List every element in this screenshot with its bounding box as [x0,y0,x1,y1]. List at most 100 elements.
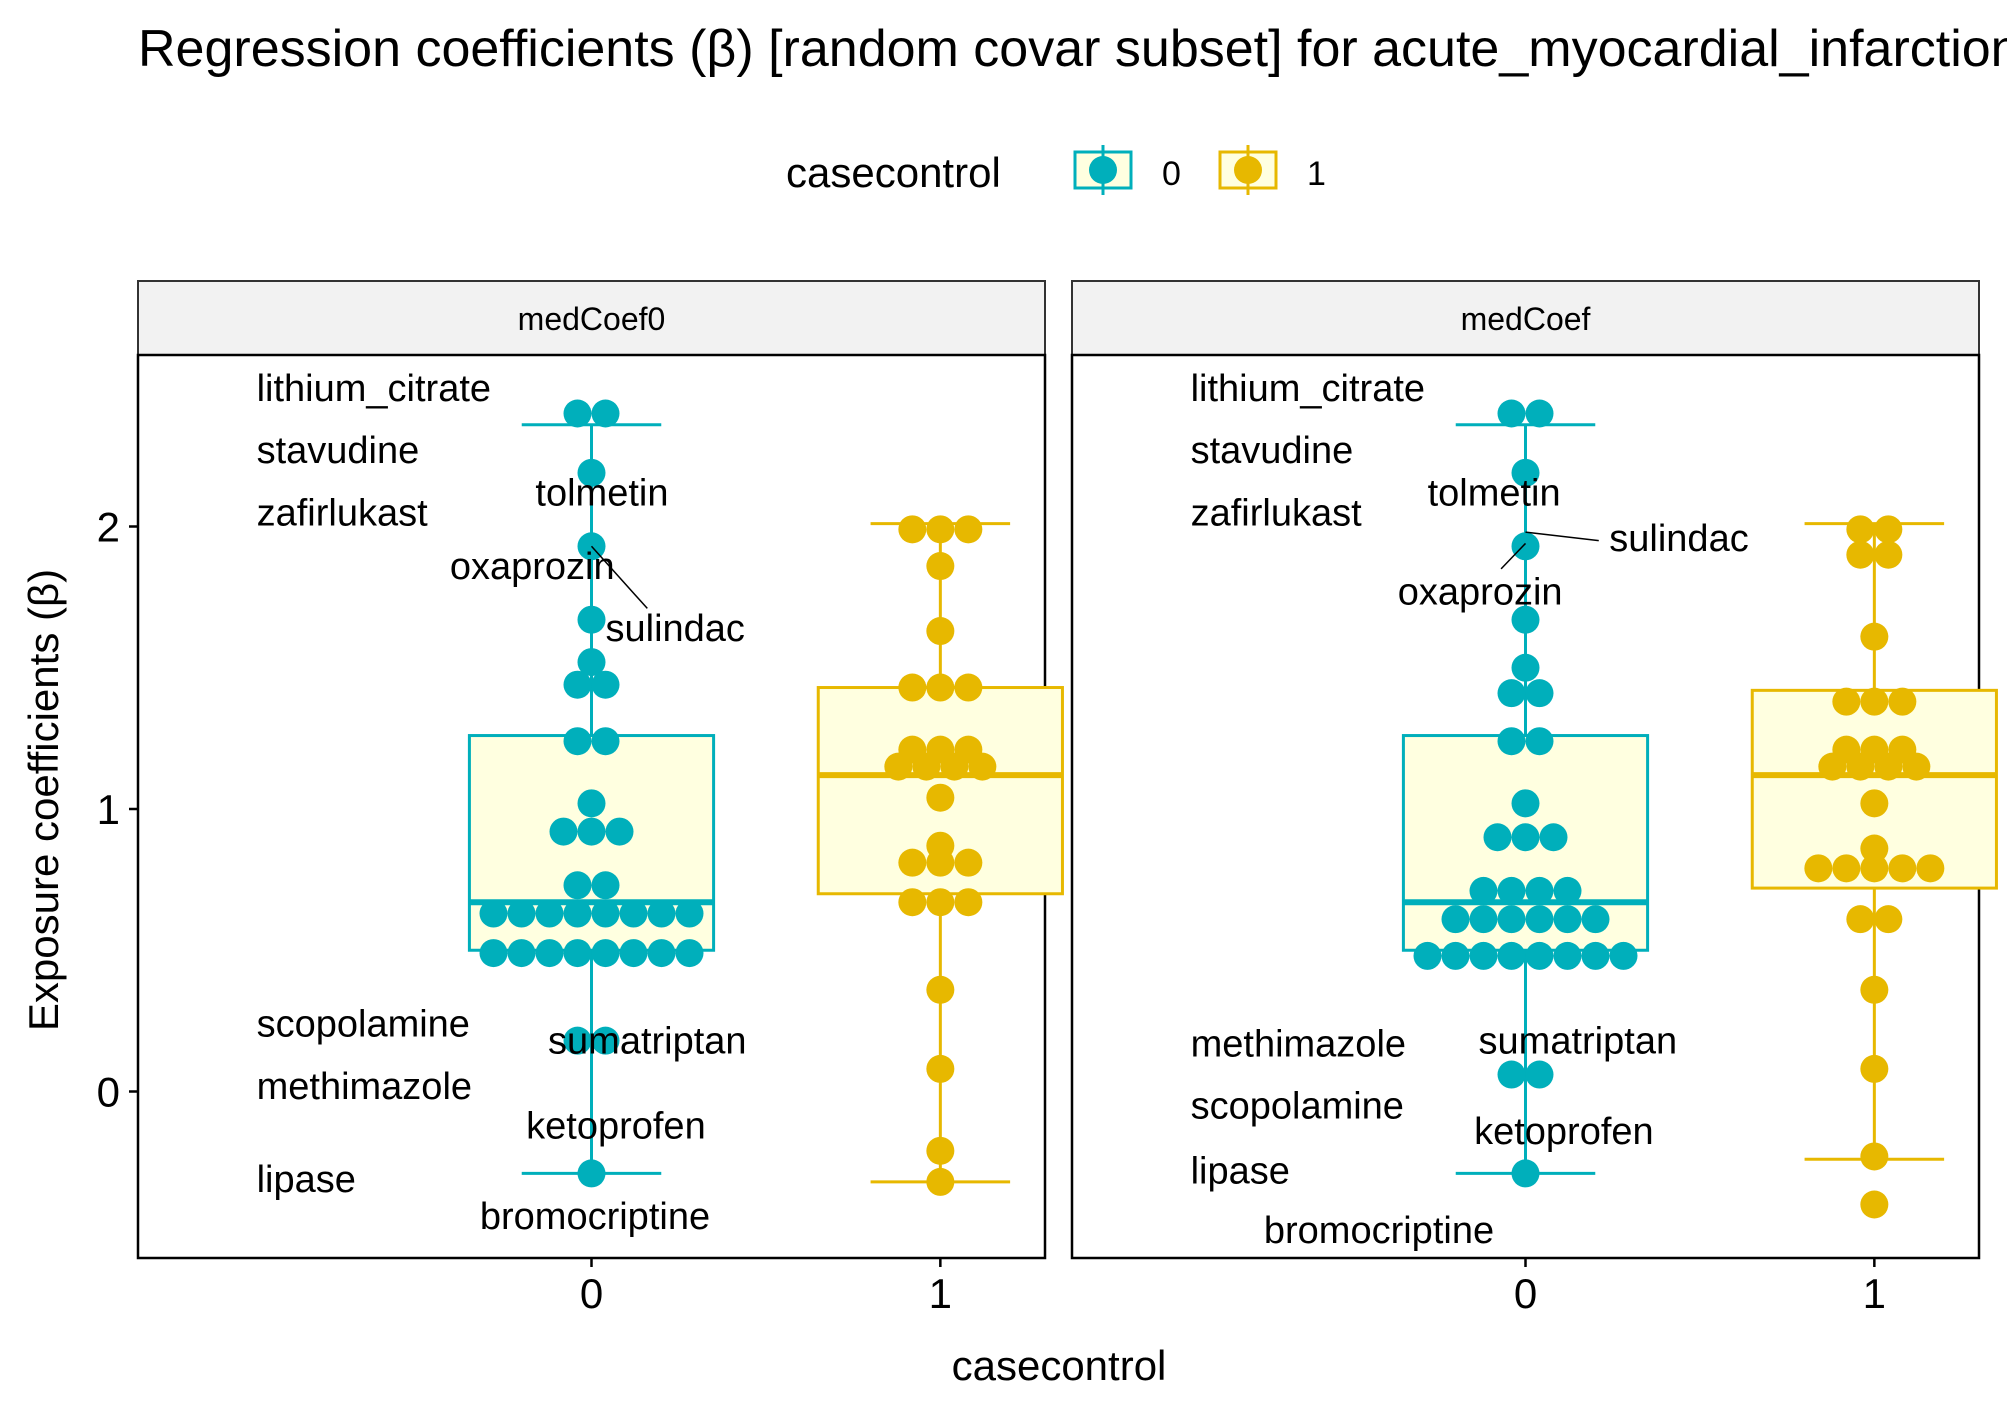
data-point [563,399,592,428]
data-point [1860,975,1889,1004]
data-point [577,605,606,634]
data-point [1525,1060,1554,1089]
data-point [1860,687,1889,716]
data-point [1497,941,1526,970]
data-point [675,899,704,928]
point-label: oxaprozin [450,546,615,588]
point-label: scopolamine [1191,1086,1404,1128]
data-point [1539,823,1568,852]
point-label: stavudine [1191,430,1354,472]
data-point [1525,876,1554,905]
point-label: lithium_citrate [257,368,491,410]
data-point [926,515,955,544]
data-point [577,1159,606,1188]
point-label: scopolamine [257,1004,470,1046]
data-point [1874,905,1903,934]
data-point [1497,399,1526,428]
data-point [577,458,606,487]
data-point [926,1136,955,1165]
legend-key-0 [1073,145,1133,195]
data-point [1497,727,1526,756]
group-0 [1401,399,1650,1188]
data-point [1469,905,1498,934]
y-tick-label: 1 [97,786,120,833]
data-point [1497,905,1526,934]
point-label: oxaprozin [1398,571,1563,613]
panel-medCoef0: medCoef0 lithium_citrate stavudine zafirluk… [97,280,1064,1317]
data-point [479,899,508,928]
point-label: ketoprofen [526,1105,706,1147]
data-point [926,783,955,812]
data-point [1525,941,1554,970]
point-label: bromocriptine [480,1196,710,1238]
data-point [535,939,564,968]
data-point [940,752,969,781]
data-point [549,817,578,846]
point-label: sulindac [1609,518,1748,560]
y-axis-title: Exposure coefficients (β) [20,569,67,1031]
group-0 [467,399,716,1188]
data-point [1497,876,1526,905]
point-label: tolmetin [535,473,668,515]
data-point [954,515,983,544]
data-point [1553,941,1582,970]
point-label: zafirlukast [257,492,428,534]
point-label: stavudine [257,430,420,472]
legend-key-0-dot [1089,156,1117,184]
point-label: tolmetin [1428,473,1561,515]
data-point [591,1026,620,1055]
data-point [898,848,927,877]
data-point [479,939,508,968]
data-point [1902,752,1931,781]
panels: medCoef0lithium_citratestavudinezafirluk… [97,280,1998,1317]
data-point [1511,653,1540,682]
data-point [563,1026,592,1055]
data-point [1469,876,1498,905]
point-label: lipase [257,1159,356,1201]
x-axis-title: casecontrol [952,1342,1167,1389]
data-point [926,888,955,917]
data-point [647,939,676,968]
data-point [1511,532,1540,561]
data-point [1609,941,1638,970]
data-point [1581,905,1610,934]
data-point [647,899,676,928]
data-point [954,848,983,877]
point-label: zafirlukast [1191,492,1362,534]
data-point [619,939,648,968]
data-point [1860,622,1889,651]
group-1 [816,515,1064,1196]
data-point [898,673,927,702]
data-point [898,515,927,544]
label-connector [1525,531,1599,542]
data-point [675,939,704,968]
data-point [591,670,620,699]
data-point [1511,605,1540,634]
data-point [954,888,983,917]
data-point [1846,540,1875,569]
legend-title: casecontrol [786,149,1001,196]
data-point [577,817,606,846]
data-point [591,939,620,968]
data-point [1469,941,1498,970]
data-point [1888,687,1917,716]
data-point [1860,1142,1889,1171]
data-point [926,1167,955,1196]
data-point [926,848,955,877]
data-point [926,552,955,581]
point-label: lipase [1191,1151,1290,1193]
data-point [563,670,592,699]
data-point [1497,679,1526,708]
data-point [1511,823,1540,852]
data-point [1874,752,1903,781]
data-point [1888,854,1917,883]
data-point [563,939,592,968]
legend-label-1: 1 [1307,155,1326,193]
panel-strip-label: medCoef [1461,301,1591,337]
point-label: ketoprofen [1474,1111,1654,1153]
data-point [605,817,634,846]
point-label: bromocriptine [1264,1210,1494,1252]
data-point [507,899,536,928]
box-iqr [1750,688,1998,890]
data-point [1511,458,1540,487]
